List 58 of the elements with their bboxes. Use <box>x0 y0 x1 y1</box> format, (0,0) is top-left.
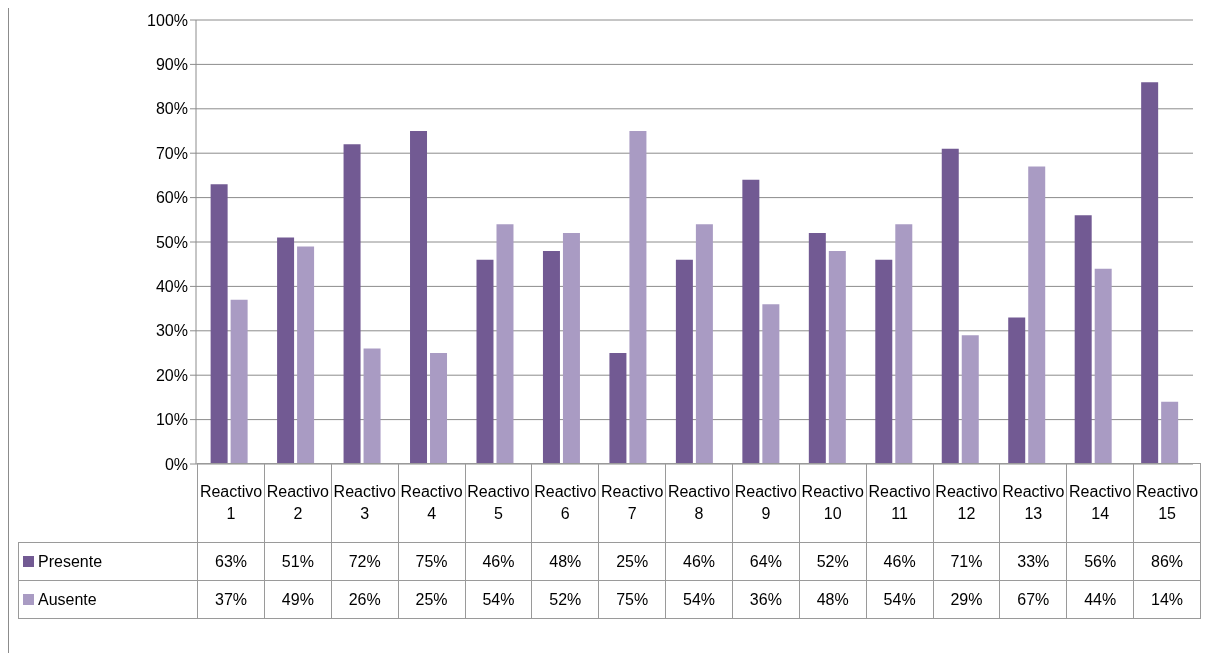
data-label: 54% <box>465 580 532 619</box>
data-label: 33% <box>999 542 1067 581</box>
x-tick-label: Reactivo 3 <box>331 463 399 543</box>
x-tick-label: Reactivo 12 <box>933 463 1000 543</box>
x-tick-label: Reactivo 8 <box>665 463 733 543</box>
data-label: 52% <box>799 542 867 581</box>
legend-label: Presente <box>18 542 198 581</box>
y-tick-label: 90% <box>155 56 188 74</box>
data-label: 52% <box>531 580 599 619</box>
data-label: 44% <box>1066 580 1134 619</box>
data-label: 46% <box>665 542 733 581</box>
data-label: 75% <box>398 542 466 581</box>
data-label: 37% <box>197 580 265 619</box>
y-tick-label: 40% <box>155 278 188 296</box>
y-tick-label: 0% <box>164 455 188 473</box>
data-label: 48% <box>531 542 599 581</box>
data-label: 54% <box>665 580 733 619</box>
x-tick-label: Reactivo 5 <box>465 463 532 543</box>
data-label: 14% <box>1133 580 1201 619</box>
data-label: 51% <box>264 542 332 581</box>
data-label: 67% <box>999 580 1067 619</box>
x-tick-label: Reactivo 10 <box>799 463 867 543</box>
data-label: 46% <box>465 542 532 581</box>
data-label: 72% <box>331 542 399 581</box>
y-tick-label: 60% <box>155 189 188 207</box>
data-label: 86% <box>1133 542 1201 581</box>
x-tick-label: Reactivo 2 <box>264 463 332 543</box>
y-tick-label: 100% <box>147 11 188 29</box>
data-label: 63% <box>197 542 265 581</box>
data-label: 26% <box>331 580 399 619</box>
x-tick-label: Reactivo 13 <box>999 463 1067 543</box>
x-tick-label: Reactivo 4 <box>398 463 466 543</box>
data-label: 56% <box>1066 542 1134 581</box>
y-tick-label: 30% <box>155 322 188 340</box>
x-tick-label: Reactivo 11 <box>866 463 934 543</box>
data-label: 46% <box>866 542 934 581</box>
data-label: 29% <box>933 580 1000 619</box>
data-label: 25% <box>598 542 666 581</box>
y-tick-label: 80% <box>155 100 188 118</box>
data-label: 49% <box>264 580 332 619</box>
data-label: 48% <box>799 580 867 619</box>
y-tick-label: 20% <box>155 366 188 384</box>
x-tick-label: Reactivo 7 <box>598 463 666 543</box>
x-tick-label: Reactivo 6 <box>531 463 599 543</box>
x-tick-label: Reactivo 14 <box>1066 463 1134 543</box>
x-tick-label: Reactivo 15 <box>1133 463 1201 543</box>
data-label: 25% <box>398 580 466 619</box>
data-label: 71% <box>933 542 1000 581</box>
y-tick-label: 70% <box>155 144 188 162</box>
legend-label: Ausente <box>18 580 198 619</box>
y-tick-label: 50% <box>155 233 188 251</box>
y-tick-label: 10% <box>155 411 188 429</box>
data-label: 36% <box>732 580 800 619</box>
data-label: 64% <box>732 542 800 581</box>
data-label: 54% <box>866 580 934 619</box>
x-tick-label: Reactivo 9 <box>732 463 800 543</box>
x-tick-label: Reactivo 1 <box>197 463 265 543</box>
data-label: 75% <box>598 580 666 619</box>
